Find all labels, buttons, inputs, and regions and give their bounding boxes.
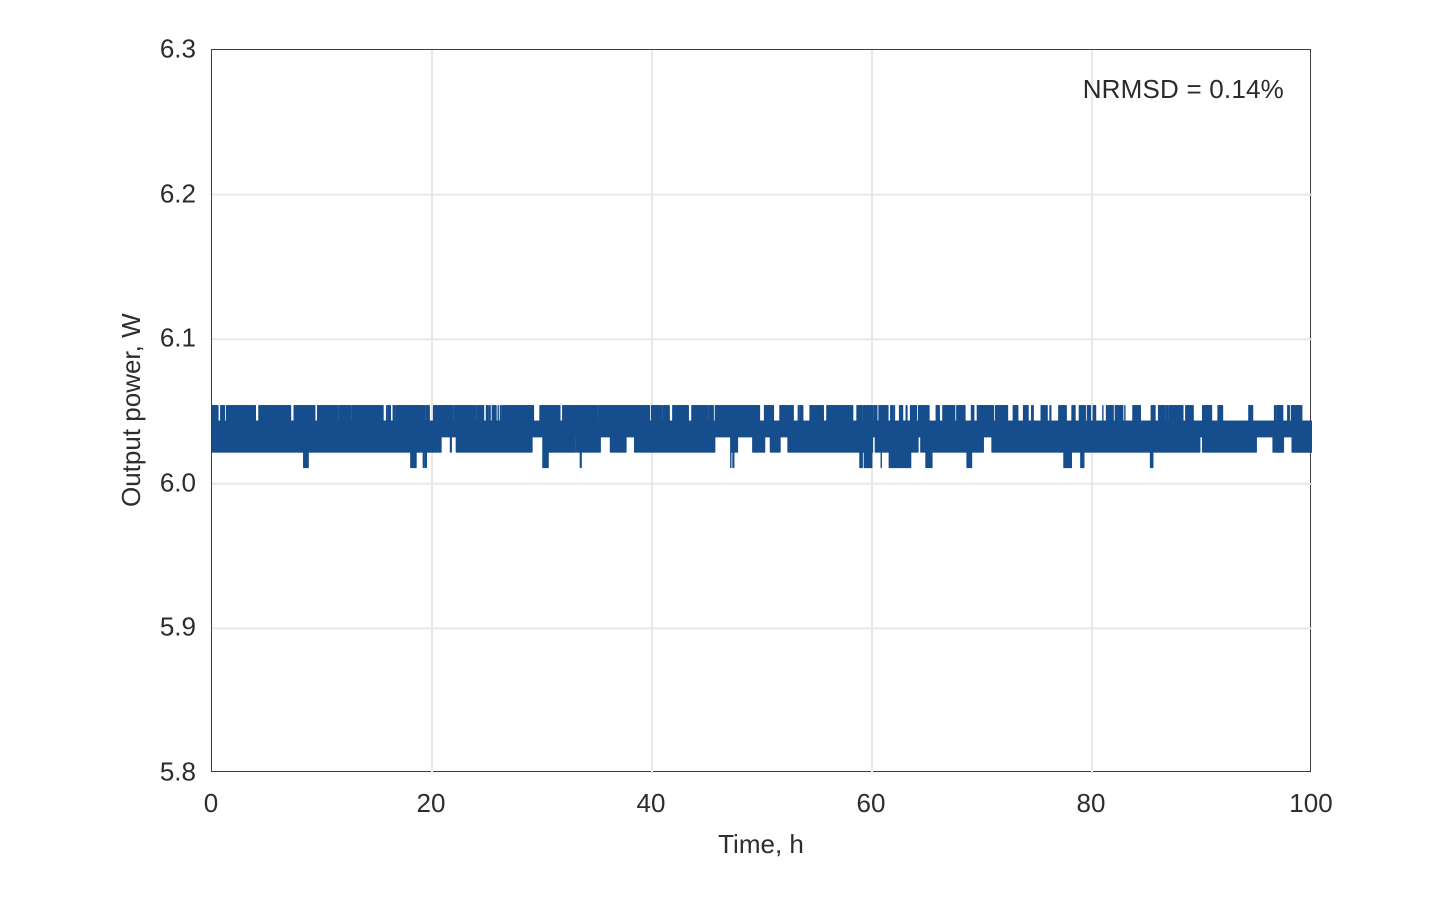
x-axis-title: Time, h bbox=[718, 829, 804, 859]
x-tick-label: 20 bbox=[416, 788, 446, 818]
y-tick-label: 6.0 bbox=[159, 467, 196, 498]
series-output-power-line bbox=[212, 405, 1312, 469]
y-tick-label: 6.3 bbox=[159, 33, 196, 64]
x-tick-label: 100 bbox=[1289, 788, 1333, 818]
x-tick-label: 80 bbox=[1076, 788, 1106, 818]
x-tick-label: 60 bbox=[856, 788, 886, 818]
y-axis-title: Output power, W bbox=[116, 313, 146, 508]
y-tick-label: 5.9 bbox=[159, 611, 196, 642]
nrmsd-annotation: NRMSD = 0.14% bbox=[1082, 74, 1284, 104]
x-tick-label: 0 bbox=[203, 788, 219, 818]
plot-svg bbox=[212, 50, 1312, 773]
y-tick-label: 6.1 bbox=[159, 322, 196, 353]
y-tick-label: 5.8 bbox=[159, 756, 196, 787]
x-tick-label: 40 bbox=[636, 788, 666, 818]
plot-area: NRMSD = 0.14% bbox=[211, 49, 1312, 773]
y-tick-label: 6.2 bbox=[159, 178, 196, 209]
